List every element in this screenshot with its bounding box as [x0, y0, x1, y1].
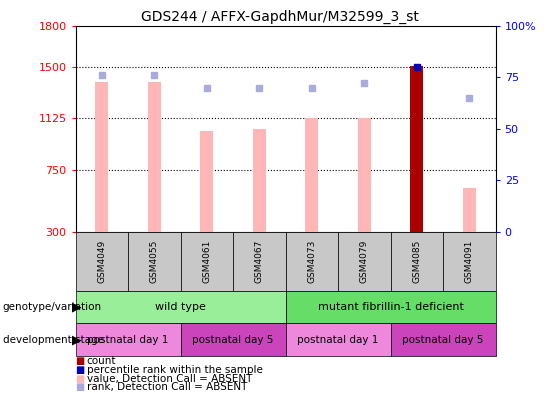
Text: postnatal day 5: postnatal day 5: [193, 335, 274, 345]
Text: genotype/variation: genotype/variation: [3, 302, 102, 312]
Bar: [148, 82, 161, 232]
Bar: [358, 118, 371, 232]
Bar: [95, 82, 109, 232]
Text: GSM4073: GSM4073: [307, 240, 316, 283]
Text: ■: ■: [76, 356, 85, 366]
Text: GSM4085: GSM4085: [412, 240, 421, 283]
Text: GSM4055: GSM4055: [150, 240, 159, 283]
Text: count: count: [87, 356, 116, 366]
Text: ■: ■: [76, 373, 85, 384]
Text: postnatal day 1: postnatal day 1: [87, 335, 169, 345]
Bar: [305, 118, 319, 232]
Text: GSM4061: GSM4061: [202, 240, 211, 283]
Text: value, Detection Call = ABSENT: value, Detection Call = ABSENT: [87, 373, 252, 384]
Text: GSM4091: GSM4091: [465, 240, 474, 283]
Text: GSM4049: GSM4049: [97, 240, 106, 283]
Text: GSM4079: GSM4079: [360, 240, 369, 283]
Text: ■: ■: [76, 365, 85, 375]
Text: postnatal day 1: postnatal day 1: [297, 335, 379, 345]
Text: ▶: ▶: [72, 301, 81, 313]
Text: percentile rank within the sample: percentile rank within the sample: [87, 365, 263, 375]
Bar: [200, 131, 213, 232]
Text: ■: ■: [76, 382, 85, 392]
Bar: [253, 129, 266, 232]
Text: ▶: ▶: [72, 333, 81, 346]
Text: rank, Detection Call = ABSENT: rank, Detection Call = ABSENT: [87, 382, 247, 392]
Text: mutant fibrillin-1 deficient: mutant fibrillin-1 deficient: [318, 302, 464, 312]
Bar: [410, 66, 423, 232]
Text: postnatal day 5: postnatal day 5: [403, 335, 484, 345]
Bar: [463, 188, 476, 232]
Text: development stage: development stage: [3, 335, 104, 345]
Text: GSM4067: GSM4067: [255, 240, 264, 283]
Text: wild type: wild type: [155, 302, 206, 312]
Text: GDS244 / AFFX-GapdhMur/M32599_3_st: GDS244 / AFFX-GapdhMur/M32599_3_st: [141, 10, 419, 24]
